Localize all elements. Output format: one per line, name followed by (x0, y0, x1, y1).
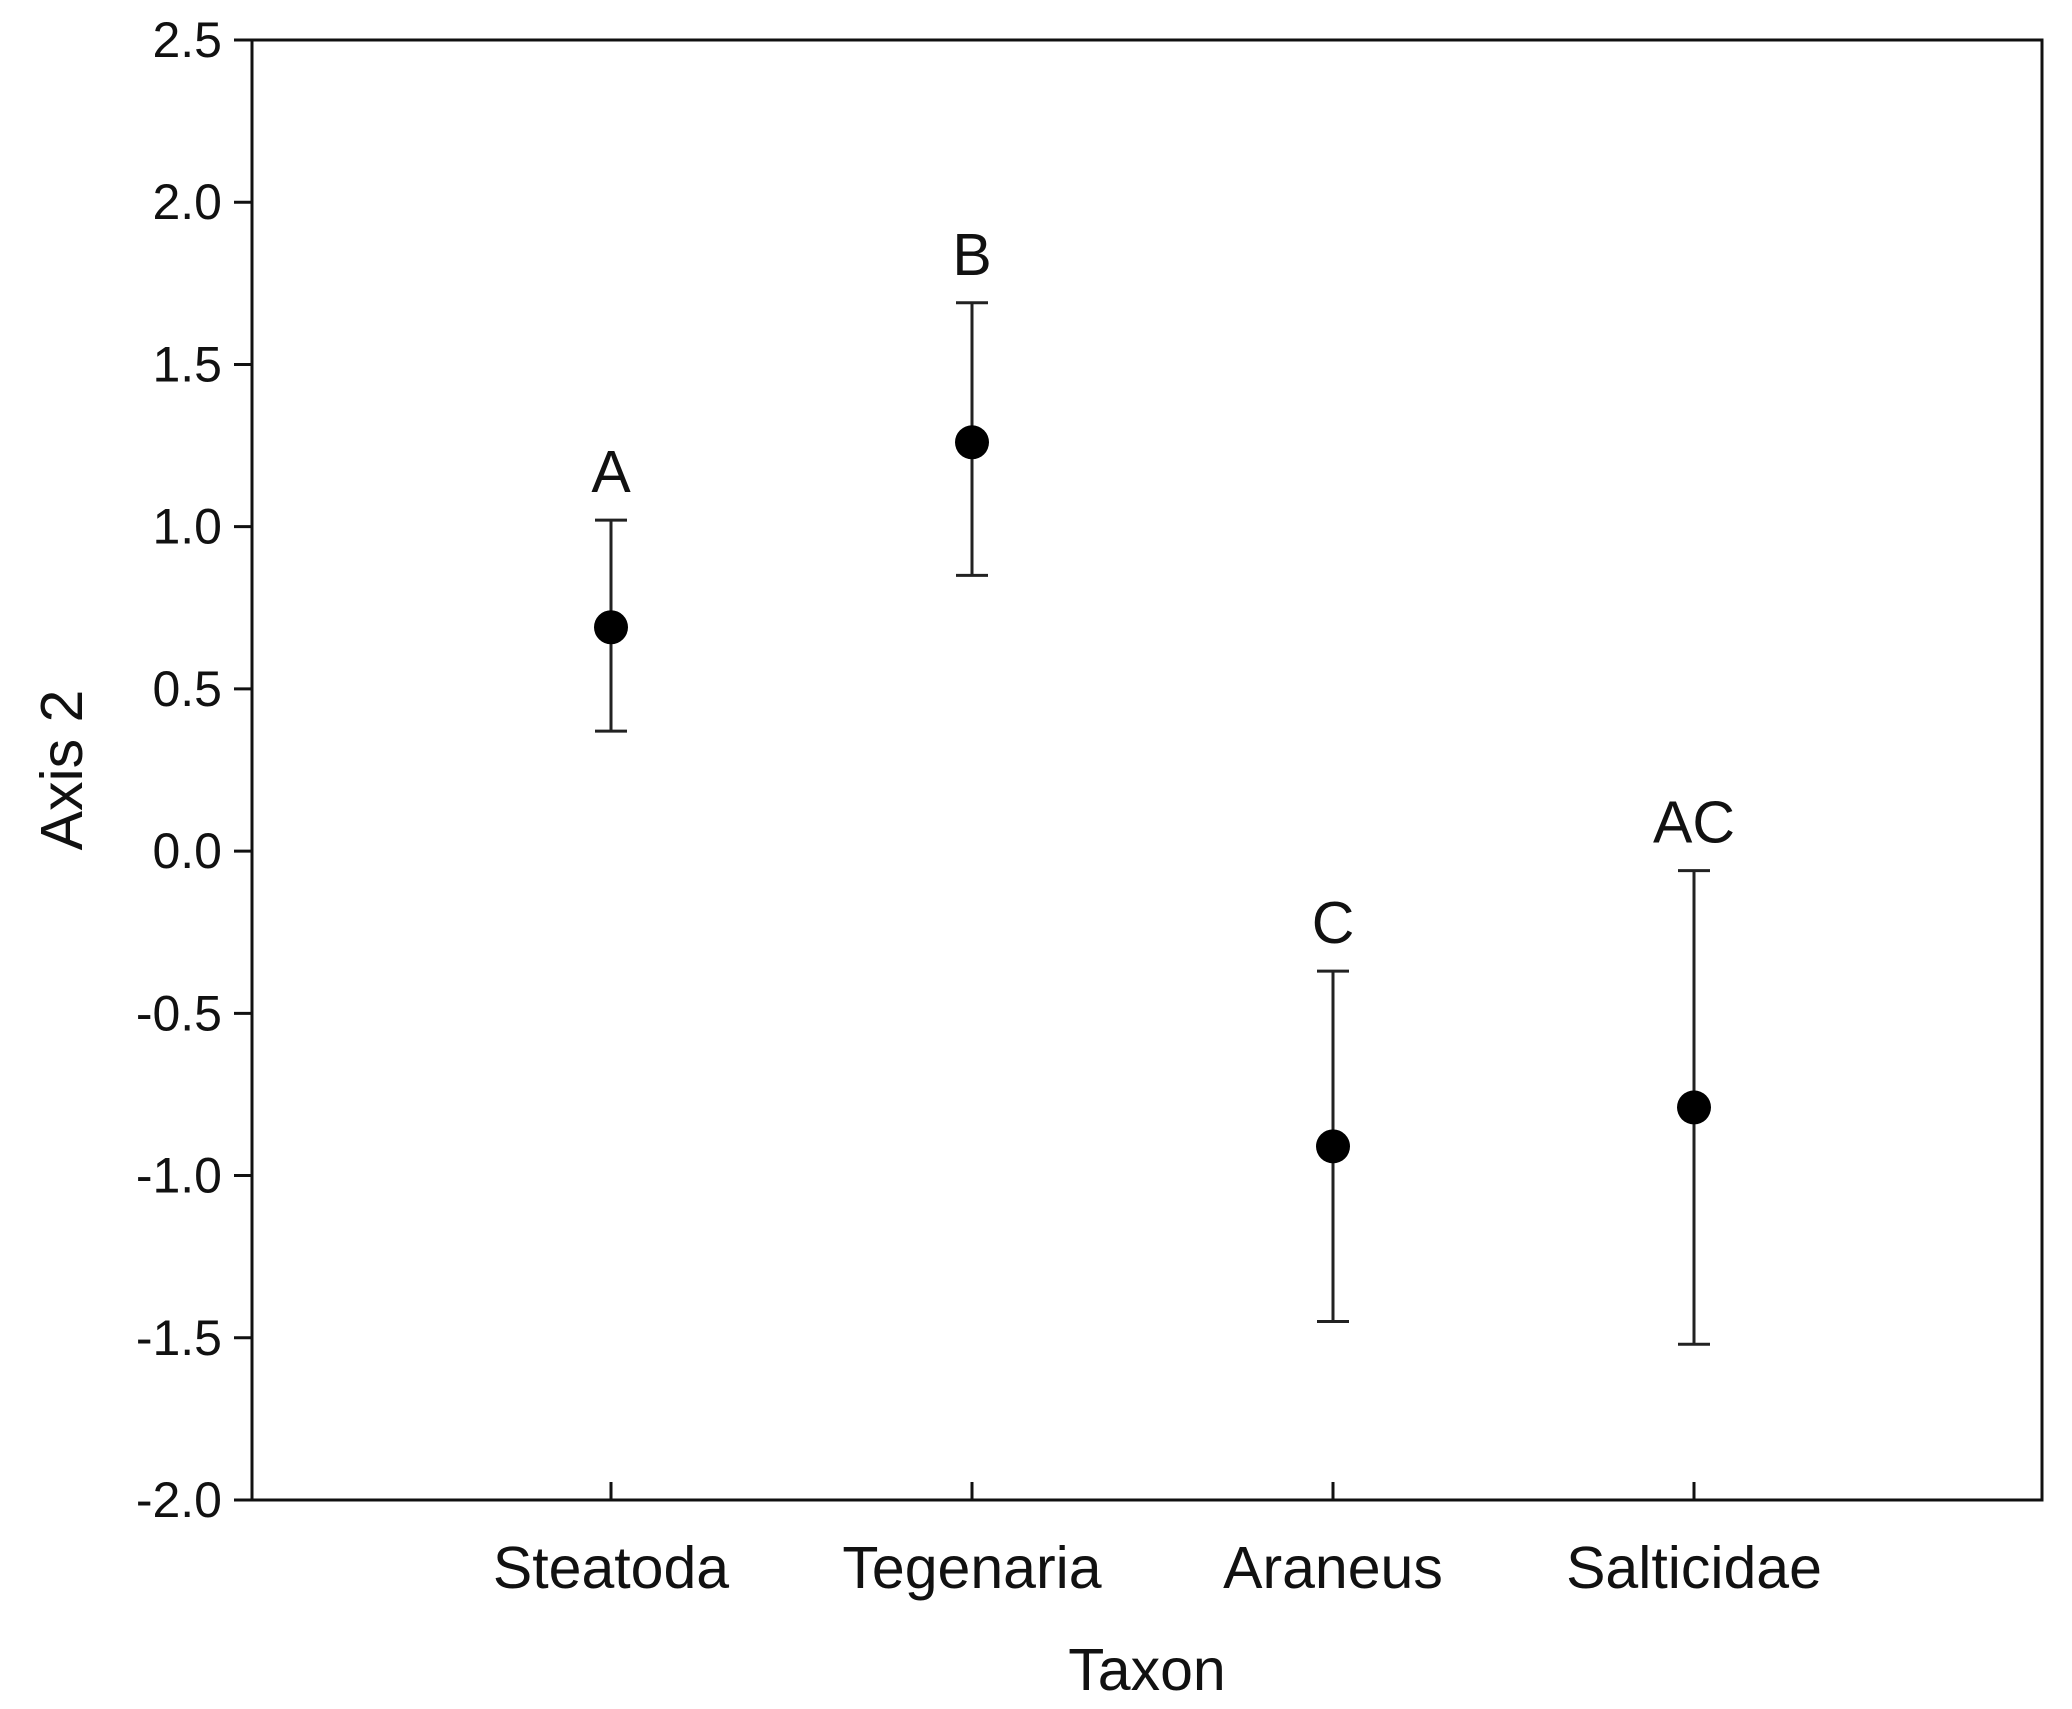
y-tick-label: -2.0 (136, 1472, 222, 1528)
significance-letter: AC (1653, 790, 1735, 856)
y-tick-label: 0.0 (152, 823, 222, 879)
significance-letter: A (591, 439, 631, 505)
x-tick-label: Steatoda (493, 1535, 729, 1601)
plot-frame (250, 38, 2044, 1502)
data-point (1316, 1129, 1350, 1164)
data-point (955, 425, 989, 460)
y-tick-label: 2.5 (152, 12, 222, 68)
y-tick-label: -1.0 (136, 1148, 222, 1204)
x-tick-label: Araneus (1223, 1535, 1443, 1601)
y-axis-title: Axis 2 (29, 690, 95, 851)
x-axis-title: Taxon (1068, 1637, 1225, 1703)
y-tick-label: 2.0 (152, 174, 222, 230)
significance-letter: C (1312, 890, 1355, 956)
x-tick-label: Salticidae (1566, 1535, 1822, 1601)
data-point (1677, 1090, 1711, 1125)
data-point (594, 610, 628, 645)
significance-letter: B (952, 222, 991, 288)
y-tick-label: -0.5 (136, 985, 222, 1041)
x-axis-ticks: Steatoda Tegenaria Araneus Salticidae (493, 1482, 1822, 1601)
y-tick-label: 1.5 (152, 336, 222, 392)
y-tick-label: 0.5 (152, 661, 222, 717)
y-tick-label: -1.5 (136, 1310, 222, 1366)
x-tick-label: Tegenaria (842, 1535, 1101, 1601)
y-tick-label: 1.0 (152, 499, 222, 555)
data-series: A B C AC (591, 222, 1735, 1346)
y-axis-ticks: 2.5 2.0 1.5 1.0 0.5 0.0 -0.5 -1.0 -1.5 -2.0 (136, 12, 252, 1528)
